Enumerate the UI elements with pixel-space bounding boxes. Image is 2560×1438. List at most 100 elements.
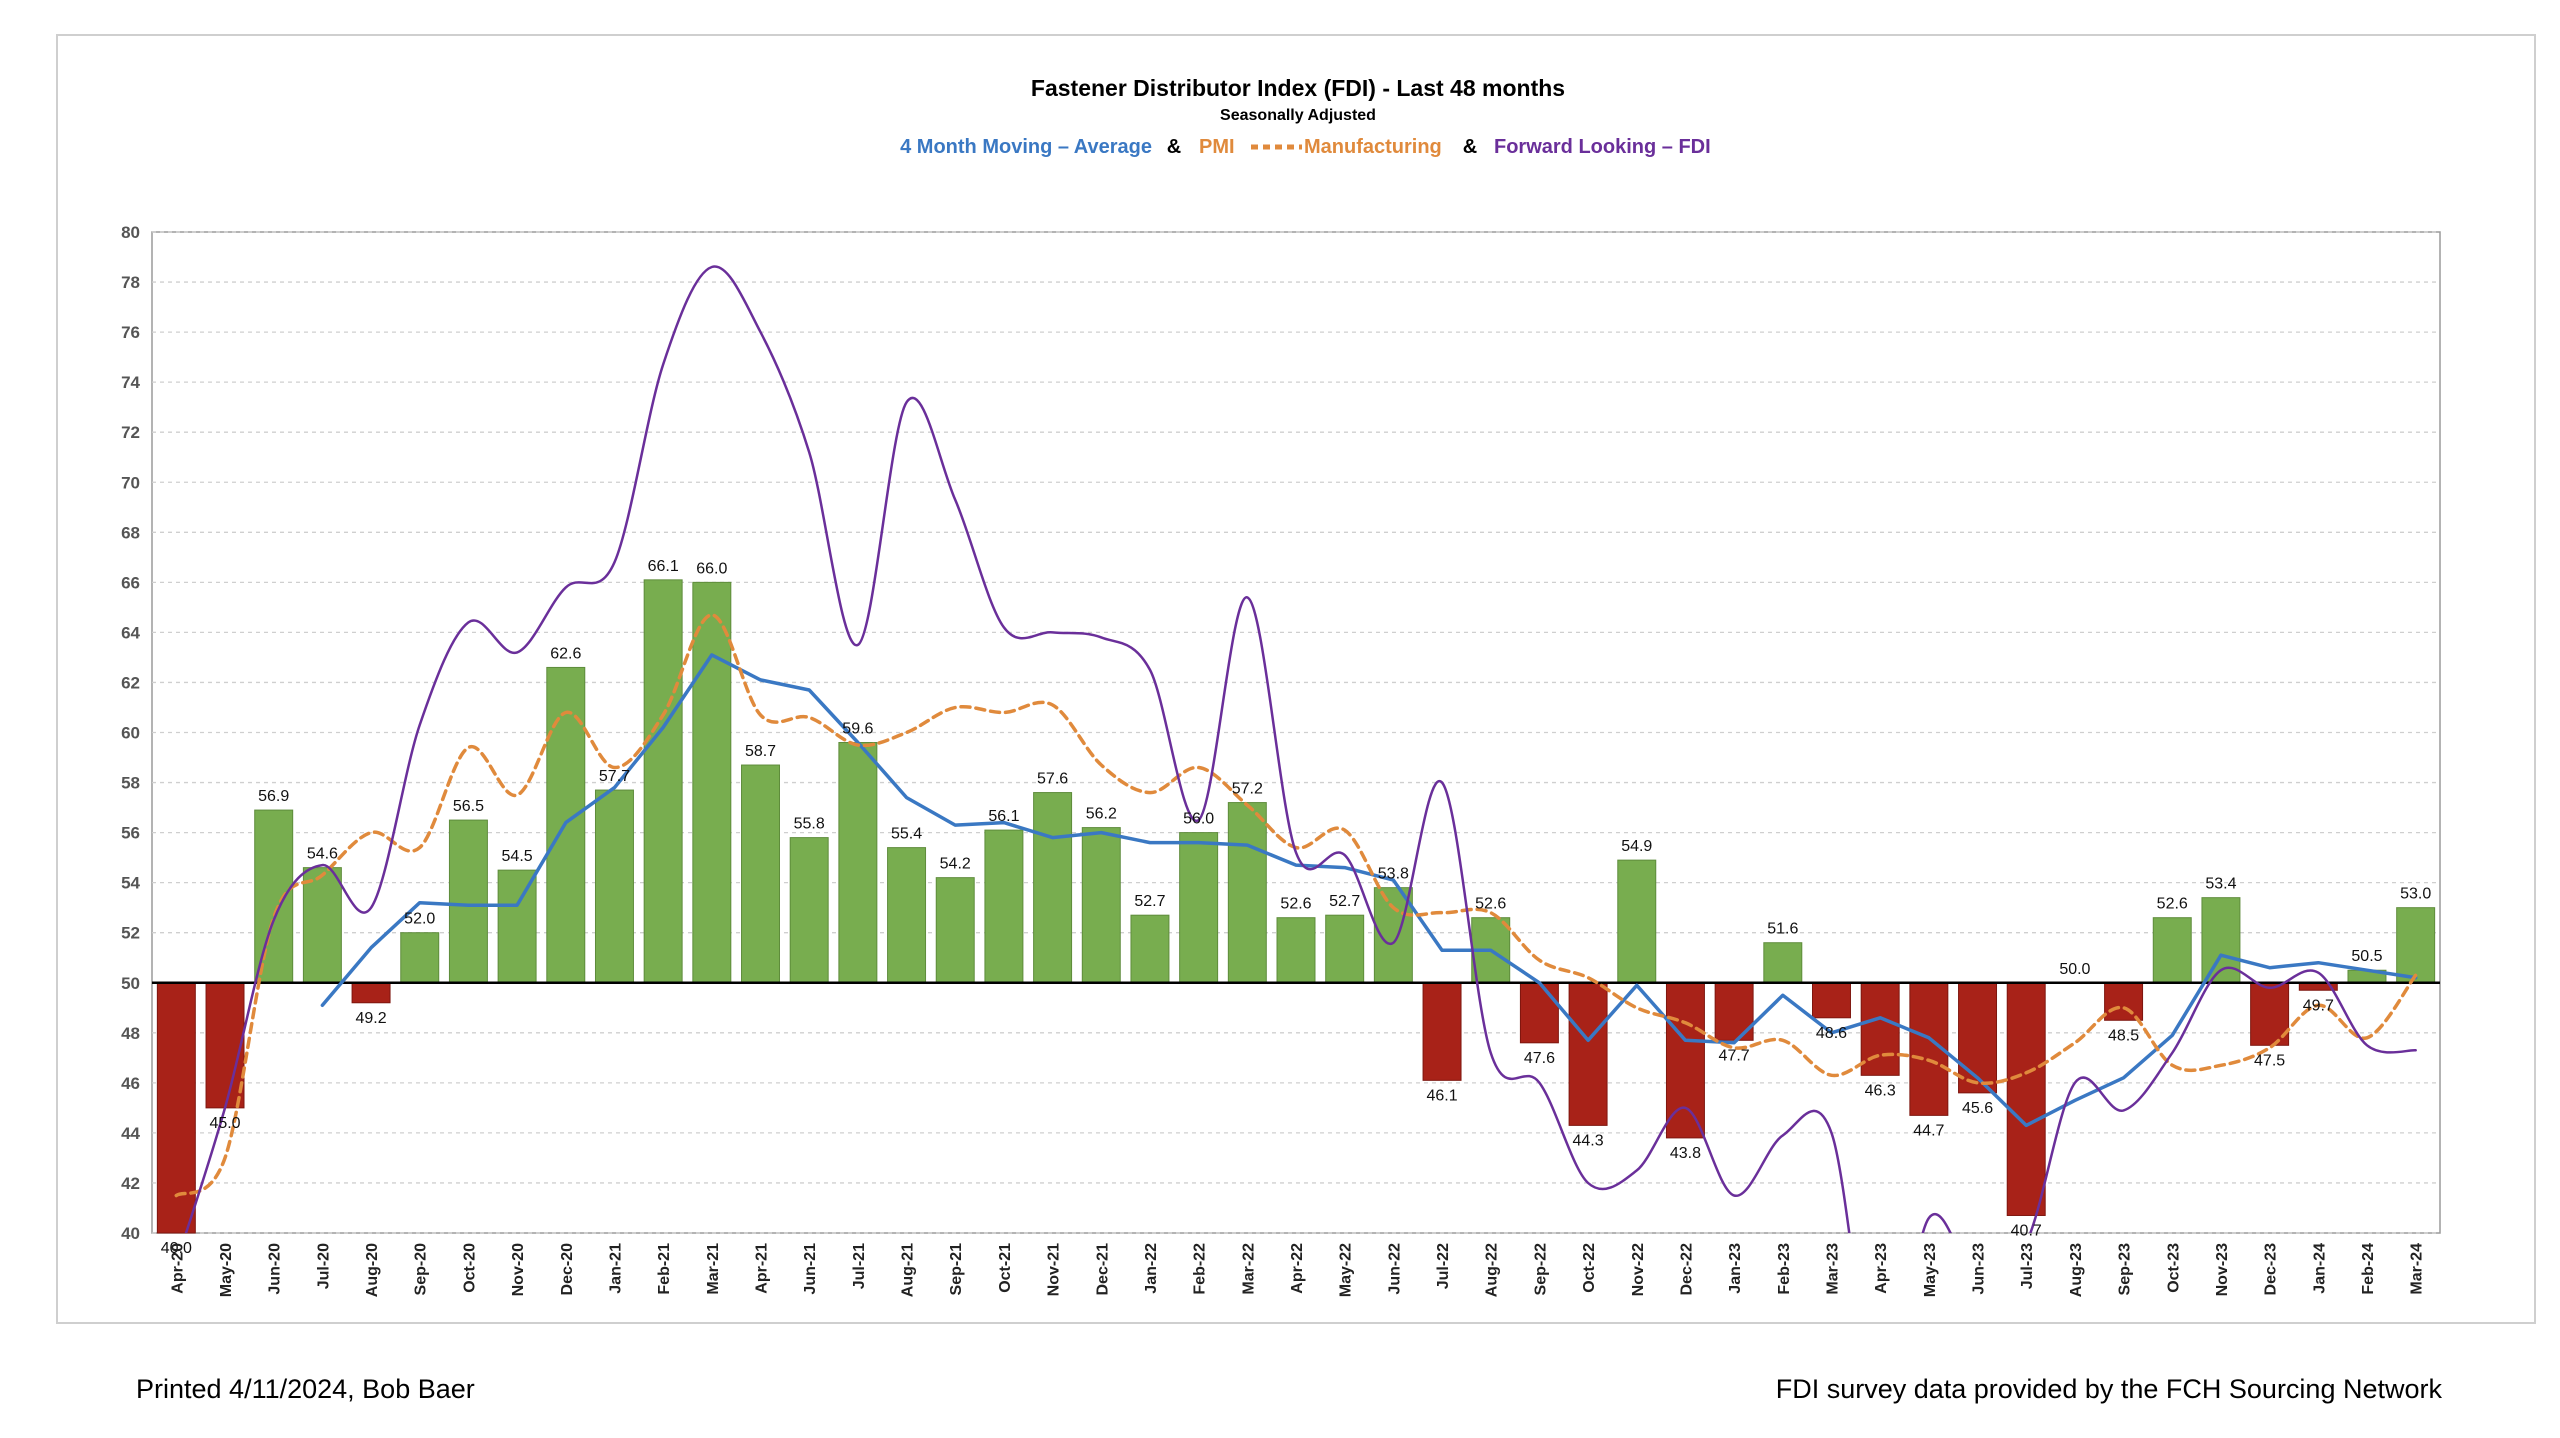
bar (1276, 917, 1316, 984)
y-axis: 40 42 44 46 48 50 52 54 56 58 60 62 64 66 68 70 72 74 76 78… (121, 223, 140, 1243)
bar-data-label: 52.6 (2157, 896, 2188, 913)
bar (1130, 914, 1170, 984)
bar (400, 932, 440, 984)
x-tick-label: Mar-22 (1240, 1243, 1257, 1295)
x-tick-label: Aug-23 (2068, 1243, 2085, 1297)
x-tick-label: Sep-22 (1532, 1243, 1549, 1296)
bar (205, 982, 245, 1109)
bar-data-label: 57.2 (1232, 781, 1263, 798)
bar (984, 829, 1024, 984)
bar-data-label: 54.5 (502, 848, 533, 865)
bar-data-label: 52.7 (1329, 893, 1360, 910)
x-tick-label: Jan-22 (1143, 1243, 1160, 1294)
bar-data-label: 43.8 (1670, 1145, 1701, 1162)
bar-data-label: 49.2 (355, 1010, 386, 1027)
y-tick-label: 78 (121, 273, 140, 292)
x-tick-label: Aug-21 (900, 1243, 917, 1297)
x-tick-label: May-22 (1338, 1243, 1355, 1297)
y-tick-label: 60 (121, 724, 140, 743)
y-tick-label: 58 (121, 774, 140, 793)
bar-data-label: 48.5 (2108, 1027, 2139, 1044)
x-tick-label: Dec-20 (559, 1243, 576, 1296)
bar-data-label: 53.0 (2400, 886, 2431, 903)
chart-frame (56, 34, 2536, 1324)
y-tick-label: 42 (121, 1174, 140, 1193)
x-axis: Apr-20 May-20 Jun-20 Jul-20 Aug-20 Sep-20 Oct-… (169, 1243, 2425, 1297)
y-tick-label: 80 (121, 223, 140, 242)
bar (692, 581, 732, 984)
x-tick-label: Apr-22 (1289, 1243, 1306, 1294)
bar (1179, 832, 1219, 984)
bar-data-label: 50.0 (2059, 961, 2090, 978)
bar-data-label: 46.3 (1865, 1082, 1896, 1099)
bar (2152, 917, 2192, 984)
bar-data-label: 54.9 (1621, 838, 1652, 855)
x-tick-label: Dec-22 (1678, 1243, 1695, 1296)
bar-data-label: 57.6 (1037, 771, 1068, 788)
bar-data-label: 45.0 (209, 1115, 240, 1132)
x-tick-label: Nov-21 (1046, 1243, 1063, 1296)
y-tick-label: 68 (121, 523, 140, 542)
x-tick-label: Jun-20 (267, 1243, 284, 1295)
bars (156, 579, 2436, 1234)
y-tick-label: 74 (121, 373, 140, 392)
x-tick-label: Feb-22 (1192, 1243, 1209, 1295)
legend-ma-label: 4 Month Moving – Average (900, 136, 1152, 158)
bar-data-label: 44.3 (1573, 1132, 1604, 1149)
x-tick-label: Jun-23 (1971, 1243, 1988, 1295)
x-tick-label: Jul-22 (1435, 1243, 1452, 1289)
series-lines (174, 265, 2418, 1233)
bar (1227, 802, 1267, 984)
x-tick-label: Sep-23 (2117, 1243, 2134, 1296)
bar-data-label: 45.6 (1962, 1100, 1993, 1117)
bar-data-label: 58.7 (745, 743, 776, 760)
legend: 4 Month Moving – Average & PMI Manufactu… (900, 136, 1711, 158)
x-tick-label: Oct-23 (2165, 1243, 2182, 1293)
bar-data-label: 56.5 (453, 798, 484, 815)
bar (1325, 914, 1365, 984)
bar (643, 579, 683, 984)
bar-data-label: 53.4 (2205, 876, 2236, 893)
bar (594, 789, 634, 984)
y-tick-label: 70 (121, 473, 140, 492)
bar-data-label: 40.0 (161, 1240, 192, 1257)
bar (1033, 792, 1073, 984)
bar (1568, 982, 1608, 1126)
x-tick-label: Jan-24 (2311, 1243, 2328, 1294)
x-tick-label: Nov-23 (2214, 1243, 2231, 1296)
legend-amp-1: & (1167, 136, 1181, 158)
bar-data-label: 57.7 (599, 768, 630, 785)
legend-manufacturing-label: Manufacturing (1304, 136, 1442, 158)
x-tick-label: Feb-23 (1776, 1243, 1793, 1295)
bar (1081, 827, 1121, 984)
bar-data-label: 52.0 (404, 911, 435, 928)
bar-data-label: 46.1 (1426, 1087, 1457, 1104)
y-tick-label: 66 (121, 573, 140, 592)
y-tick-label: 56 (121, 824, 140, 843)
y-tick-label: 50 (121, 974, 140, 993)
bar-data-label: 56.0 (1183, 811, 1214, 828)
bar (741, 764, 780, 984)
bar-data-label: 49.7 (2303, 997, 2334, 1014)
chart-subtitle: Seasonally Adjusted (1220, 107, 1376, 124)
data-labels: 40.0 45.0 56.9 54.6 49.2 52.0 56.5 54.5 62.6 57.7… (161, 558, 2432, 1257)
bar (838, 742, 878, 984)
bar (1763, 942, 1803, 984)
x-tick-label: Jan-23 (1727, 1243, 1744, 1294)
bar (2104, 982, 2144, 1021)
pmi-manufacturing-line (174, 613, 2418, 1198)
x-tick-label: Sep-20 (413, 1243, 430, 1296)
legend-fwd-label: Forward Looking – FDI (1494, 136, 1711, 158)
x-tick-label: Jun-21 (802, 1243, 819, 1295)
bar-data-label: 47.6 (1524, 1050, 1555, 1067)
bar-data-label: 52.6 (1280, 896, 1311, 913)
bar-data-label: 47.7 (1719, 1047, 1750, 1064)
x-tick-label: Mar-23 (1824, 1243, 1841, 1295)
bar (1812, 982, 1851, 1019)
y-tick-label: 72 (121, 423, 140, 442)
legend-pmi-label: PMI (1199, 136, 1235, 158)
legend-amp-2: & (1463, 136, 1477, 158)
bar-data-label: 66.0 (696, 560, 727, 577)
x-tick-label: Apr-21 (754, 1243, 771, 1294)
x-tick-label: Jan-21 (607, 1243, 624, 1294)
